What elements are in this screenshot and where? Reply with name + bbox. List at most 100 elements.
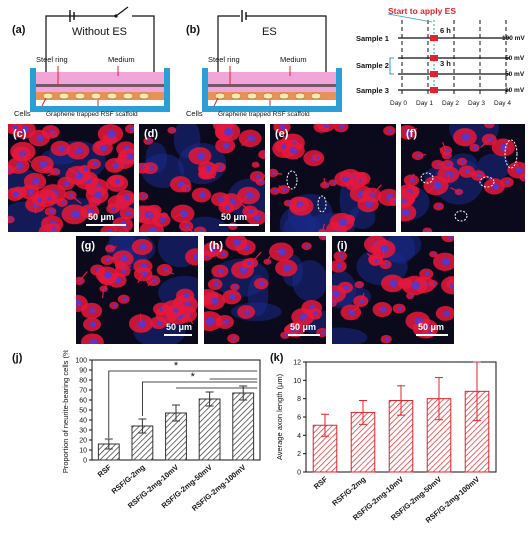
cell-body — [49, 131, 58, 138]
y-tick-label: 12 — [293, 360, 301, 367]
cell-body — [403, 173, 419, 187]
well-diagram-with-es — [202, 10, 342, 112]
cell-body — [125, 124, 134, 134]
day-label: Day 1 — [416, 100, 433, 107]
cell-body — [100, 255, 118, 266]
cell-body — [401, 194, 412, 208]
micrograph-h: (h) 50 μm — [204, 236, 326, 344]
y-tick-label: 10 — [79, 448, 87, 455]
cell-body — [237, 305, 256, 319]
scale-bar-label: 50 μm — [221, 212, 248, 222]
cell-body — [238, 129, 262, 148]
cell-body — [85, 186, 109, 204]
scale-bar — [164, 334, 192, 336]
cell-body — [428, 280, 438, 288]
background-stain — [292, 260, 326, 302]
cell-body — [507, 160, 525, 179]
cell-body — [66, 141, 90, 160]
micrograph-c: (c) 50 μm — [8, 124, 134, 232]
medium-layer — [208, 72, 336, 92]
cell-body — [275, 259, 298, 277]
timeline-diagram — [387, 14, 510, 96]
cell-body — [191, 187, 212, 203]
cell-body — [76, 271, 88, 286]
switch-pivot — [114, 14, 118, 18]
cell-body — [87, 158, 101, 170]
day-label: Day 2 — [442, 100, 459, 107]
bar — [232, 392, 255, 461]
voltage-label: 100 mV — [502, 35, 525, 42]
well-bottom — [202, 106, 342, 112]
cells-label: Cells — [14, 109, 31, 118]
cell-body — [483, 177, 505, 195]
cell-body — [433, 252, 454, 271]
background-stain — [476, 153, 510, 181]
scale-bar-label: 50 μm — [166, 322, 193, 332]
cell-body — [411, 151, 427, 161]
cell-body — [167, 126, 177, 134]
cell-body — [47, 168, 61, 177]
timeline-header: Start to apply ES — [388, 6, 457, 16]
cell-body — [193, 226, 207, 232]
day-label: Day 0 — [390, 100, 407, 107]
cell-body — [44, 207, 57, 217]
cell-body — [31, 194, 47, 206]
cell-body — [422, 227, 433, 232]
cell-body — [222, 289, 242, 305]
fluorescence-image — [332, 236, 454, 344]
cell-body — [230, 283, 240, 291]
cell-body — [42, 194, 55, 203]
well-wall-right — [164, 68, 170, 112]
steel-ring — [36, 84, 164, 87]
cell-body — [116, 190, 134, 205]
scale-bar-label: 50 μm — [88, 212, 115, 222]
cell-body — [211, 264, 229, 278]
y-tick-label: 0 — [297, 470, 301, 477]
circuit-wire — [217, 15, 240, 86]
cell-body — [372, 302, 393, 318]
cell-body — [131, 238, 153, 255]
cell-body — [139, 191, 149, 201]
scale-bar-label: 50 μm — [418, 322, 445, 332]
cell-body — [179, 220, 194, 232]
cell-body — [283, 199, 293, 207]
cell-body — [307, 308, 323, 320]
cell-body — [332, 299, 337, 307]
cell-body — [97, 124, 124, 144]
scaffold-label: Graphene trapped RSF scaffold — [218, 111, 310, 118]
y-tick-label: 20 — [79, 438, 87, 445]
fluorescence-image — [139, 124, 265, 232]
cell-body — [143, 137, 154, 145]
cell-body — [318, 236, 326, 241]
y-tick-label: 40 — [79, 418, 87, 425]
cell-body — [270, 187, 280, 195]
panel-a-title: Without ES — [72, 26, 128, 38]
cell-body — [8, 215, 15, 224]
significance-star: * — [174, 360, 179, 372]
cell-body — [332, 259, 347, 273]
cell-body — [109, 301, 119, 310]
cell-body — [450, 187, 464, 196]
cell-body — [441, 159, 454, 170]
cell-body — [211, 192, 230, 207]
cell-body — [255, 173, 265, 186]
micrograph-label: (c) — [13, 128, 27, 140]
cell-body — [204, 242, 222, 257]
cell-body — [318, 223, 327, 232]
cell-body — [389, 197, 396, 207]
voltage-label: 50 mV — [505, 71, 525, 78]
cell-body — [176, 288, 195, 303]
cell-body — [320, 178, 330, 189]
micrograph-f: (f) — [401, 124, 525, 232]
cell-body — [112, 250, 134, 269]
cell-body — [312, 154, 322, 162]
cell-body — [156, 263, 175, 276]
y-tick-label: 90 — [79, 368, 87, 375]
cell-body — [405, 311, 430, 331]
micrograph-e: (e) — [270, 124, 396, 232]
cell-body — [491, 138, 515, 157]
cell-body — [207, 278, 223, 290]
y-tick-label: 2 — [297, 451, 301, 458]
well-wall-left — [30, 68, 36, 112]
es-segment — [430, 71, 438, 77]
